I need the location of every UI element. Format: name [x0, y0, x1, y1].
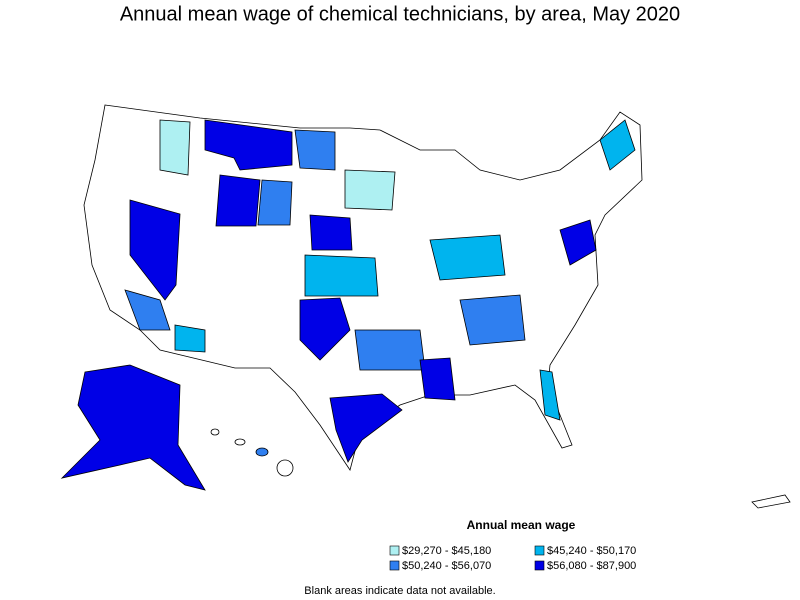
legend: Annual mean wage $29,270 - $45,180 $45,24… [389, 518, 636, 572]
region [257, 179, 293, 226]
legend-title: Annual mean wage [467, 518, 576, 532]
region [419, 357, 456, 401]
hawaii-island [276, 459, 294, 477]
region [299, 297, 351, 361]
region [204, 119, 293, 171]
legend-label: $50,240 - $56,070 [402, 560, 491, 572]
map [60, 104, 791, 509]
region [124, 289, 171, 331]
puerto-rico [751, 494, 791, 509]
region [559, 219, 597, 266]
legend-swatch [534, 560, 545, 571]
region [459, 294, 526, 346]
region [294, 129, 336, 171]
region [159, 119, 191, 176]
legend-label: $29,270 - $45,180 [402, 545, 491, 557]
legend-swatch [534, 545, 545, 556]
hawaii-island [210, 428, 220, 436]
footnote: Blank areas indicate data not available. [304, 585, 495, 597]
legend-label: $56,080 - $87,900 [547, 560, 636, 572]
region [309, 214, 353, 251]
hawaii-island [234, 438, 246, 446]
region [599, 119, 636, 171]
region [344, 169, 396, 211]
hawaii-island [255, 447, 269, 457]
region [329, 393, 403, 463]
legend-label: $45,240 - $50,170 [547, 545, 636, 557]
title: Annual mean wage of chemical technicians… [120, 3, 680, 25]
alaska [60, 364, 206, 491]
region [174, 324, 206, 353]
region [215, 174, 261, 227]
legend-swatch [389, 560, 400, 571]
region [539, 369, 561, 421]
region [354, 329, 426, 371]
legend-swatch [389, 545, 400, 556]
region [304, 254, 379, 297]
region [429, 234, 506, 281]
region [129, 199, 181, 301]
